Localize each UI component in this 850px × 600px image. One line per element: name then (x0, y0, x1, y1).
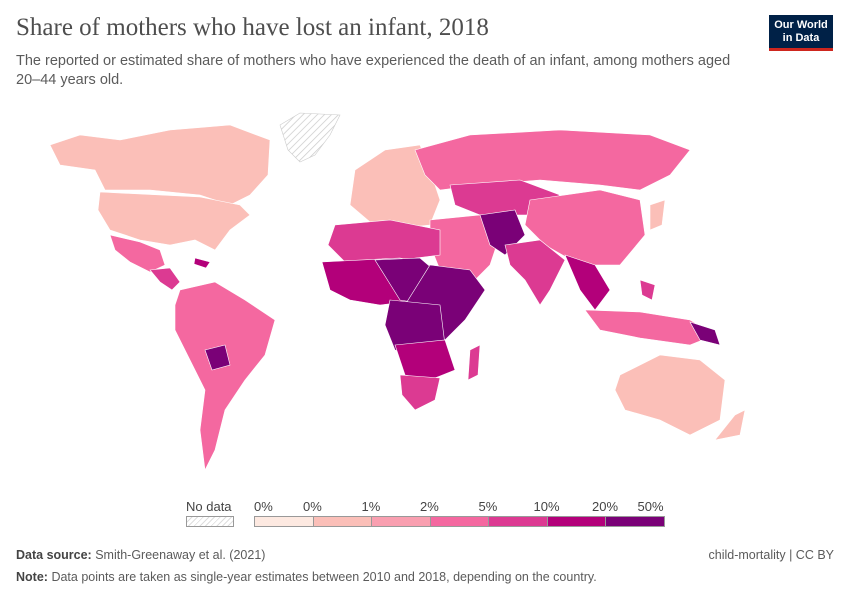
region-southern-africa-north[interactable] (394, 339, 456, 381)
owid-logo[interactable]: Our World in Data (769, 15, 833, 51)
region-southeast-asia[interactable] (564, 254, 611, 311)
note-text: Data points are taken as single-year est… (51, 570, 597, 584)
region-europe[interactable] (349, 144, 441, 229)
note-label: Note: (16, 570, 48, 584)
region-papua[interactable] (689, 321, 721, 346)
region-australia[interactable] (614, 354, 726, 436)
legend-tick-label: 0% (254, 499, 273, 514)
region-mexico[interactable] (109, 234, 166, 273)
region-india[interactable] (504, 239, 566, 306)
region-bolivia[interactable] (204, 344, 231, 371)
legend-swatch[interactable] (605, 516, 665, 527)
legend-swatch[interactable] (488, 516, 548, 527)
region-philippines[interactable] (639, 279, 656, 301)
region-china[interactable] (524, 189, 646, 266)
legend-no-data-swatch[interactable] (186, 516, 234, 527)
legend-swatch[interactable] (429, 516, 489, 527)
region-russia[interactable] (414, 129, 691, 191)
legend-tick-label: 0% (303, 499, 322, 514)
license-text[interactable]: child-mortality | CC BY (708, 548, 835, 562)
region-alaska-canada[interactable] (49, 124, 271, 206)
legend-no-data-label: No data (186, 499, 232, 514)
legend-tick-label: 1% (361, 499, 381, 514)
data-source: Data source: Smith-Greenaway et al. (202… (16, 548, 265, 562)
region-south-america[interactable] (174, 281, 276, 472)
world-map[interactable] (0, 100, 850, 500)
legend-swatch[interactable] (254, 516, 314, 527)
note: Note: Data points are taken as single-ye… (16, 570, 597, 584)
region-central-america[interactable] (149, 267, 181, 291)
chart-title: Share of mothers who have lost an infant… (16, 14, 489, 41)
region-new-zealand[interactable] (714, 409, 746, 441)
region-madagascar[interactable] (467, 344, 481, 381)
chart-subtitle: The reported or estimated share of mothe… (16, 53, 731, 88)
legend-swatch[interactable] (546, 516, 606, 527)
region-north-africa[interactable] (327, 219, 441, 263)
legend-tick-label: 2% (420, 499, 439, 514)
region-south-africa[interactable] (399, 374, 441, 411)
source-label: Data source: (16, 548, 92, 562)
legend-tick-label: 5% (478, 499, 498, 514)
legend-tick-label: 50% (637, 499, 664, 514)
legend-swatch[interactable] (312, 516, 372, 527)
source-text[interactable]: Smith-Greenaway et al. (2021) (95, 548, 266, 562)
legend-swatch[interactable] (371, 516, 431, 527)
legend-tick-label: 10% (533, 499, 560, 514)
region-caribbean[interactable] (193, 257, 211, 269)
region-usa[interactable] (97, 191, 251, 251)
region-japan[interactable] (649, 199, 666, 231)
region-greenland[interactable] (279, 112, 341, 163)
legend-tick-label: 20% (592, 499, 619, 514)
